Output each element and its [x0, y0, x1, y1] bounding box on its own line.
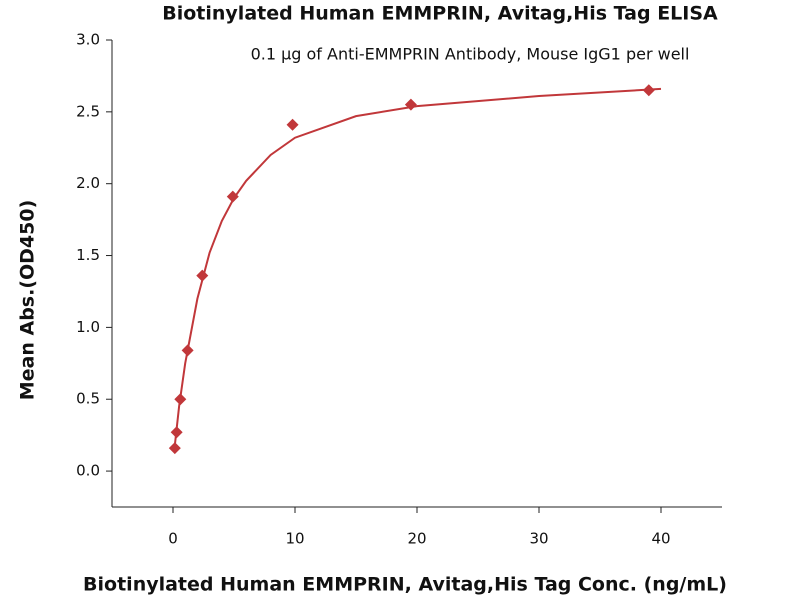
x-tick-label: 20	[407, 530, 426, 548]
y-tick-label: 3.0	[76, 31, 100, 49]
y-tick-label: 1.5	[76, 246, 100, 264]
y-tick-label: 2.5	[76, 102, 100, 120]
x-tick-label: 30	[529, 530, 548, 548]
data-point	[181, 344, 194, 357]
data-point	[170, 426, 183, 439]
chart-subtitle: 0.1 μg of Anti-EMMPRIN Antibody, Mouse I…	[251, 45, 690, 64]
data-point	[226, 190, 239, 203]
data-point	[168, 442, 181, 455]
x-tick-label: 0	[168, 530, 178, 548]
data-point	[174, 393, 187, 406]
data-point	[404, 98, 417, 111]
data-point	[286, 118, 299, 131]
data-point	[196, 269, 209, 282]
chart-title: Biotinylated Human EMMPRIN, Avitag,His T…	[162, 3, 718, 25]
y-tick-label: 0.0	[76, 462, 100, 480]
y-axis-label: Mean Abs.(OD450)	[17, 200, 39, 401]
x-tick-label: 10	[285, 530, 304, 548]
data-point	[642, 84, 655, 97]
x-tick-label: 40	[651, 530, 670, 548]
y-tick-label: 0.5	[76, 390, 100, 408]
y-tick-label: 1.0	[76, 318, 100, 336]
x-axis-label: Biotinylated Human EMMPRIN, Avitag,His T…	[83, 574, 727, 596]
y-tick-label: 2.0	[76, 174, 100, 192]
fit-curve	[173, 87, 662, 446]
